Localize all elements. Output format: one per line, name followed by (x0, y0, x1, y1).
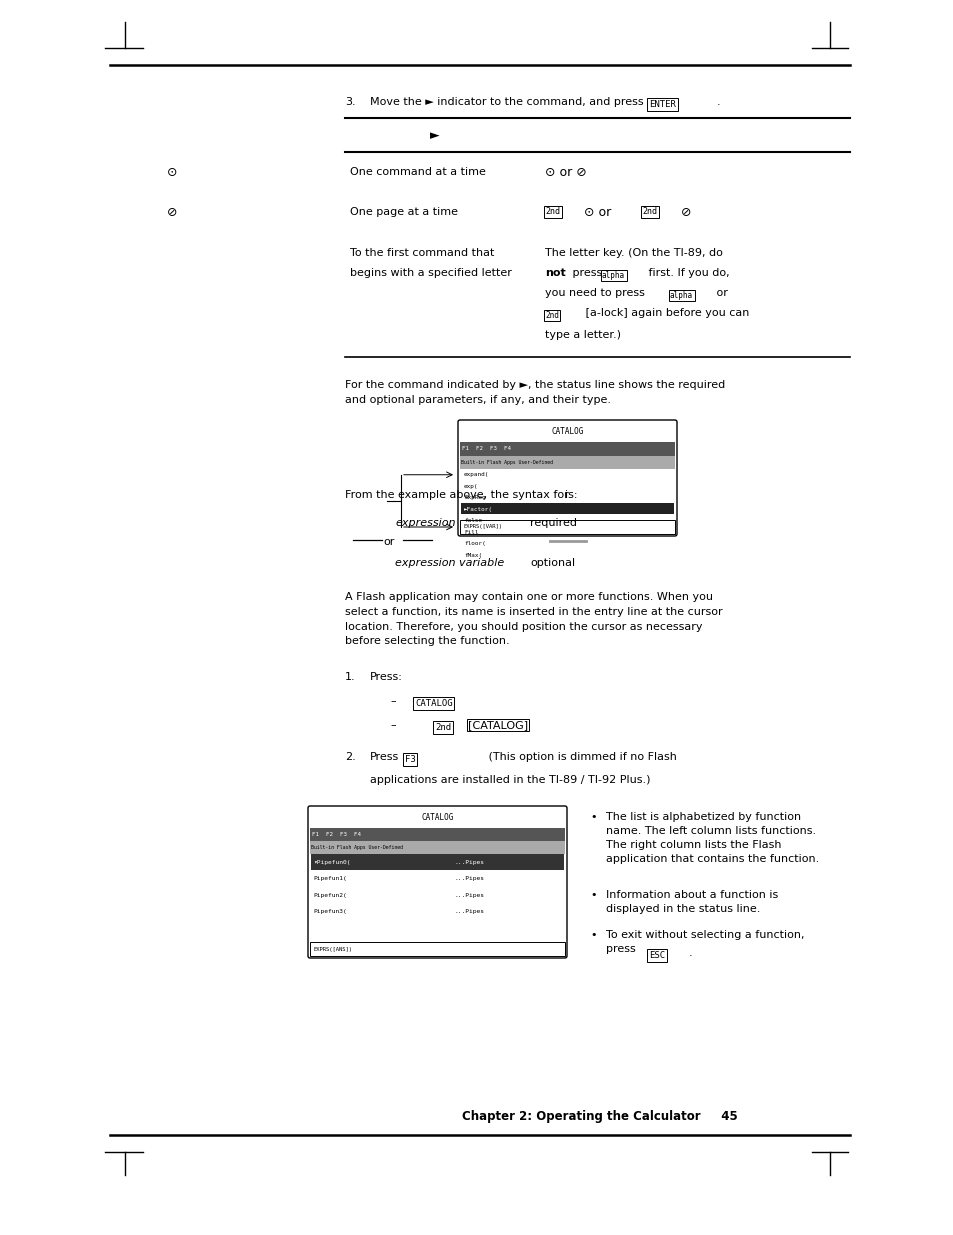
FancyBboxPatch shape (308, 806, 566, 958)
Text: F1  F2  F3  F4: F1 F2 F3 F4 (461, 447, 511, 452)
Text: [a-lock] again before you can: [a-lock] again before you can (581, 308, 749, 317)
Text: not: not (544, 268, 565, 278)
Text: Fill: Fill (463, 530, 478, 535)
Text: ⊘: ⊘ (167, 205, 177, 219)
Text: optional: optional (530, 558, 575, 568)
Text: The list is alphabetized by function
name. The left column lists functions.
The : The list is alphabetized by function nam… (605, 811, 819, 864)
Text: Press: Press (370, 752, 399, 762)
Text: expression variable: expression variable (395, 558, 504, 568)
Text: 3.: 3. (345, 98, 355, 107)
Text: first. If you do,: first. If you do, (644, 268, 729, 278)
Bar (459, 456, 675, 469)
Text: ⊘: ⊘ (677, 205, 691, 219)
Text: Move the ► indicator to the command, and press: Move the ► indicator to the command, and… (370, 98, 643, 107)
Text: press: press (568, 268, 605, 278)
Text: One command at a time: One command at a time (350, 167, 485, 177)
Text: alpha: alpha (669, 291, 693, 300)
Text: Built-in Flash Apps User-Defined: Built-in Flash Apps User-Defined (311, 845, 402, 850)
Text: ⊙ or: ⊙ or (579, 205, 615, 219)
Bar (310, 841, 564, 853)
Text: 2nd: 2nd (435, 722, 451, 732)
Bar (310, 942, 564, 956)
Text: (This option is dimmed if no Flash: (This option is dimmed if no Flash (450, 752, 677, 762)
Bar (311, 853, 563, 869)
Text: Chapter 2: Operating the Calculator     45: Chapter 2: Operating the Calculator 45 (461, 1110, 737, 1123)
Text: begins with a specified letter: begins with a specified letter (350, 268, 512, 278)
Text: To exit without selecting a function,
press: To exit without selecting a function, pr… (605, 930, 803, 953)
Text: EXPRS([ANS]): EXPRS([ANS]) (314, 946, 353, 951)
Text: ▾Pipefun0(: ▾Pipefun0( (313, 860, 350, 864)
Text: false: false (463, 519, 481, 524)
Text: To the first command that: To the first command that (350, 248, 494, 258)
Text: floor(: floor( (463, 541, 485, 546)
Text: CATALOG: CATALOG (551, 427, 583, 436)
Text: •: • (589, 930, 596, 940)
Text: Pipefun2(: Pipefun2( (313, 893, 346, 898)
Text: ►Factor(: ►Factor( (463, 506, 493, 511)
Text: –: – (390, 720, 395, 730)
Text: type a letter.): type a letter.) (544, 330, 620, 340)
Text: required: required (530, 517, 577, 529)
Text: From the example above, the syntax for: From the example above, the syntax for (345, 490, 568, 500)
Text: Pipefun3(: Pipefun3( (313, 909, 346, 914)
Text: CATALOG: CATALOG (421, 814, 454, 823)
Text: CATALOG: CATALOG (415, 699, 452, 708)
Text: •: • (589, 890, 596, 900)
Text: ExpReg: ExpReg (463, 495, 485, 500)
Bar (459, 520, 675, 534)
Text: 2nd: 2nd (544, 311, 558, 320)
Text: Press:: Press: (370, 672, 402, 682)
Text: or: or (712, 288, 727, 298)
Text: ENTER: ENTER (648, 100, 675, 109)
Text: is:: is: (564, 490, 577, 500)
Text: expand(: expand( (463, 472, 489, 477)
Text: .: . (717, 98, 720, 107)
Text: [CATALOG]: [CATALOG] (468, 720, 528, 730)
Text: or: or (382, 537, 394, 547)
Text: expression: expression (395, 517, 455, 529)
Text: F1  F2  F3  F4: F1 F2 F3 F4 (312, 832, 360, 837)
Text: ...Pipes: ...Pipes (455, 877, 484, 882)
Bar (310, 827, 564, 841)
Bar (459, 442, 675, 456)
Text: exp(: exp( (463, 484, 478, 489)
Text: One page at a time: One page at a time (350, 207, 457, 217)
Text: Built-in Flash Apps User-Defined: Built-in Flash Apps User-Defined (460, 459, 553, 466)
Text: applications are installed in the TI-89 / TI-92 Plus.): applications are installed in the TI-89 … (370, 776, 650, 785)
Text: 2.: 2. (345, 752, 355, 762)
Text: 2nd: 2nd (544, 207, 559, 216)
Text: EXPRS([VAR]): EXPRS([VAR]) (463, 525, 502, 530)
FancyBboxPatch shape (457, 420, 677, 536)
Text: 1.: 1. (345, 672, 355, 682)
Bar (460, 504, 673, 514)
Text: ESC: ESC (648, 951, 664, 960)
Text: ⊙: ⊙ (167, 165, 177, 179)
Text: –: – (390, 697, 395, 706)
Text: 2nd: 2nd (641, 207, 657, 216)
Text: alpha: alpha (601, 270, 624, 280)
Text: Information about a function is
displayed in the status line.: Information about a function is displaye… (605, 890, 778, 914)
Text: ...Pipes: ...Pipes (455, 909, 484, 914)
Text: ⊙ or ⊘: ⊙ or ⊘ (544, 165, 586, 179)
Text: •: • (589, 811, 596, 823)
Text: The letter key. (On the TI-89, do: The letter key. (On the TI-89, do (544, 248, 722, 258)
Text: .: . (688, 948, 692, 958)
Text: ...Pipes: ...Pipes (455, 860, 484, 864)
Text: F3: F3 (405, 755, 416, 764)
Text: ►: ► (430, 130, 439, 142)
Text: fMax(: fMax( (463, 553, 481, 558)
Text: For the command indicated by ►, the status line shows the required
and optional : For the command indicated by ►, the stat… (345, 380, 724, 405)
Text: ...Pipes: ...Pipes (455, 893, 484, 898)
Text: you need to press: you need to press (544, 288, 648, 298)
Text: Pipefun1(: Pipefun1( (313, 877, 346, 882)
Text: A Flash application may contain one or more functions. When you
select a functio: A Flash application may contain one or m… (345, 592, 721, 646)
